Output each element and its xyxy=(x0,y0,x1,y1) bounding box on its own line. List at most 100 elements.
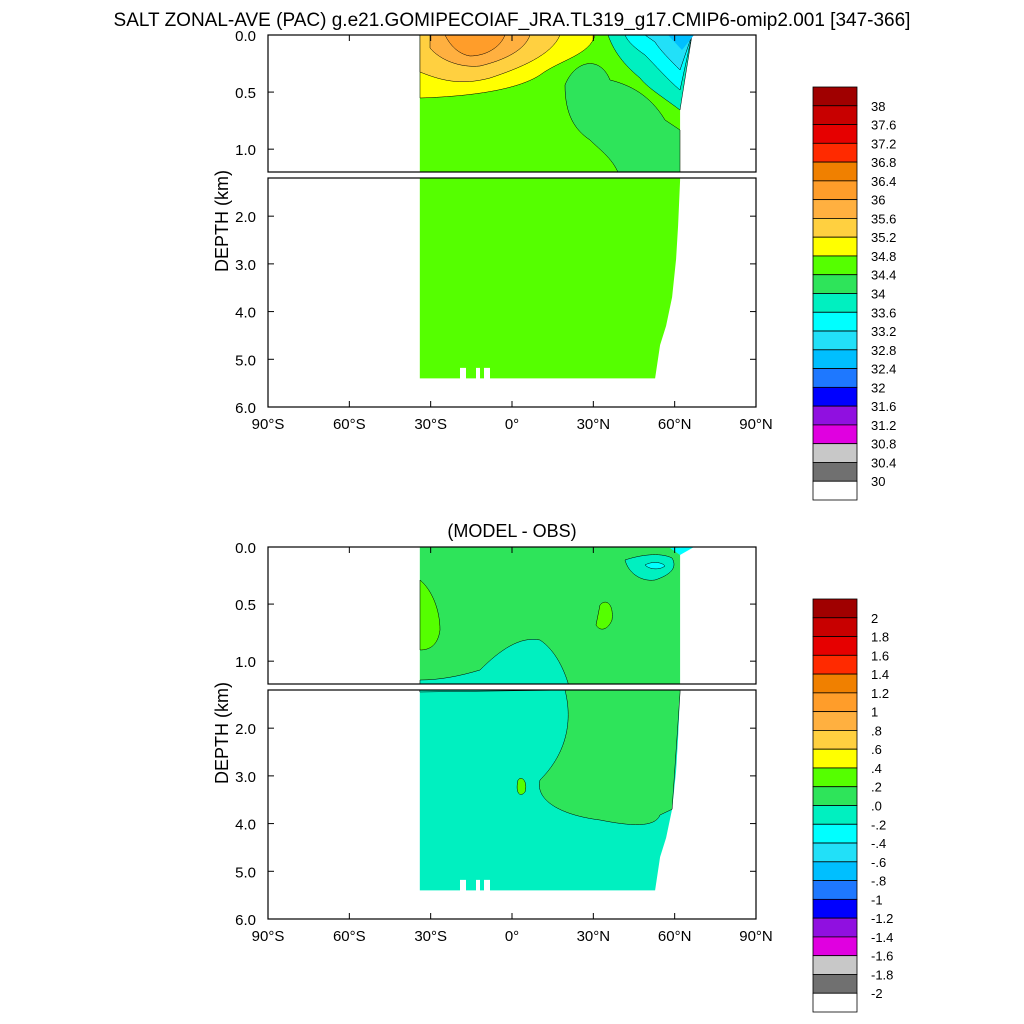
y-tick-label: 1.0 xyxy=(235,142,256,159)
panel-top-salinity: 0.0 0.5 1.0 2.0 3.0 4.0 5.0 6.090°S 60°S 30°S 0° 30… xyxy=(212,28,896,501)
colorbar-label: -1 xyxy=(871,892,883,907)
colorbar-swatch xyxy=(812,368,858,388)
colorbar-swatch xyxy=(812,598,858,619)
colorbar-swatch xyxy=(812,255,858,276)
colorbar-label: 36 xyxy=(871,193,885,208)
colorbar-label: -1.6 xyxy=(871,949,893,964)
colorbar-label: .4 xyxy=(871,761,882,776)
data-region-deep xyxy=(419,172,681,379)
colorbar: 38 37.6 37.2 36.8 36.4 36 35.6 35.2 34.8 34.4 34 33… xyxy=(812,86,896,501)
y-tick-label: 4.0 xyxy=(235,305,256,322)
colorbar-label: 36.8 xyxy=(871,155,896,170)
contour-positive-north xyxy=(539,689,681,825)
colorbar-swatch xyxy=(812,654,858,675)
contour-negative-lobe xyxy=(419,639,571,693)
x-tick-label: 60°N xyxy=(658,416,692,433)
colorbar-label: -1.8 xyxy=(871,967,893,982)
colorbar-swatch xyxy=(812,692,858,713)
colorbar-swatch xyxy=(812,955,858,975)
x-tick-label: 30°S xyxy=(414,416,447,433)
colorbar-swatch xyxy=(812,805,858,825)
colorbar-swatch xyxy=(812,236,858,257)
colorbar-swatch xyxy=(812,992,858,1013)
x-tick-label: 60°N xyxy=(658,928,692,945)
colorbar-label: 32.8 xyxy=(871,343,896,358)
y-tick-label: 6.0 xyxy=(235,400,256,417)
colorbar-swatch xyxy=(812,880,858,900)
x-tick-label: 60°S xyxy=(333,928,366,945)
colorbar-label: 32 xyxy=(871,380,885,395)
colorbar-label: 37.6 xyxy=(871,118,896,133)
y-axis-label: DEPTH (km) xyxy=(212,682,232,784)
y-tick-label: 6.0 xyxy=(235,912,256,929)
colorbar: 21.81.61.41.21.8.6.4.2.0-.2-.4-.6-.8-1-1… xyxy=(812,598,893,1013)
bathymetry-gap xyxy=(484,367,490,380)
colorbar-label: -.6 xyxy=(871,855,886,870)
colorbar-swatch xyxy=(812,199,858,219)
contour-surface-edge xyxy=(670,547,694,555)
colorbar-label: 33.6 xyxy=(871,305,896,320)
x-tick-label: 0° xyxy=(505,416,519,433)
colorbar-label: 30 xyxy=(871,474,885,489)
y-tick-label: 5.0 xyxy=(235,864,256,881)
bathymetry-gap xyxy=(484,879,490,892)
colorbar-swatch xyxy=(812,786,858,806)
colorbar-label: 33.2 xyxy=(871,324,896,339)
contour-patch-sw xyxy=(419,579,441,651)
colorbar-label: 36.4 xyxy=(871,174,896,189)
colorbar-label: -2 xyxy=(871,986,883,1001)
colorbar-swatch xyxy=(812,293,858,313)
colorbar-swatch xyxy=(812,898,858,919)
contour-36 xyxy=(444,35,506,57)
y-tick-label: 4.0 xyxy=(235,817,256,834)
colorbar-swatch xyxy=(812,311,858,332)
y-tick-label: 0.0 xyxy=(235,28,256,45)
colorbar-swatch xyxy=(812,349,858,369)
colorbar-swatch xyxy=(812,711,858,731)
colorbar-swatch xyxy=(812,386,858,407)
colorbar-label: -.8 xyxy=(871,874,886,889)
panel-title: (MODEL - OBS) xyxy=(447,521,576,541)
colorbar-swatch xyxy=(812,823,858,844)
x-tick-label: 90°S xyxy=(252,928,285,945)
x-tick-label: 30°S xyxy=(414,928,447,945)
colorbar-label: 1.6 xyxy=(871,648,889,663)
data-field xyxy=(419,35,694,380)
x-tick-label: 30°N xyxy=(577,416,611,433)
colorbar-label: .8 xyxy=(871,723,882,738)
colorbar-swatch xyxy=(812,861,858,881)
contour-patch-deep xyxy=(516,778,526,795)
y-axis-label: DEPTH (km) xyxy=(212,170,232,272)
colorbar-label: 30.8 xyxy=(871,437,896,452)
bathymetry-gap xyxy=(460,879,466,892)
colorbar-swatch xyxy=(812,673,858,694)
colorbar-label: 31.6 xyxy=(871,399,896,414)
bathymetry-gap xyxy=(476,367,480,380)
colorbar-label: 1 xyxy=(871,705,878,720)
y-tick-label: 0.0 xyxy=(235,540,256,557)
data-field xyxy=(419,547,694,892)
y-tick-label: 0.5 xyxy=(235,597,256,614)
colorbar-label: 38 xyxy=(871,99,885,114)
colorbar-swatch xyxy=(812,917,858,938)
colorbar-swatch xyxy=(812,124,858,144)
colorbar-label: .0 xyxy=(871,799,882,814)
colorbar-label: 34 xyxy=(871,287,885,302)
colorbar-label: 35.6 xyxy=(871,211,896,226)
colorbar-swatch xyxy=(812,180,858,201)
colorbar-swatch xyxy=(812,405,858,426)
x-tick-label: 0° xyxy=(505,928,519,945)
y-tick-label: 2.0 xyxy=(235,209,256,226)
colorbar-swatch xyxy=(812,424,858,445)
colorbar-swatch xyxy=(812,443,858,463)
y-tick-label: 5.0 xyxy=(235,352,256,369)
colorbar-swatch xyxy=(812,218,858,238)
y-tick-label: 3.0 xyxy=(235,769,256,786)
colorbar-label: 31.2 xyxy=(871,418,896,433)
colorbar-label: -1.2 xyxy=(871,911,893,926)
contour-patch-n xyxy=(595,601,613,630)
colorbar-label: 37.2 xyxy=(871,136,896,151)
bathymetry-gap xyxy=(460,367,466,380)
colorbar-swatch xyxy=(812,105,858,125)
